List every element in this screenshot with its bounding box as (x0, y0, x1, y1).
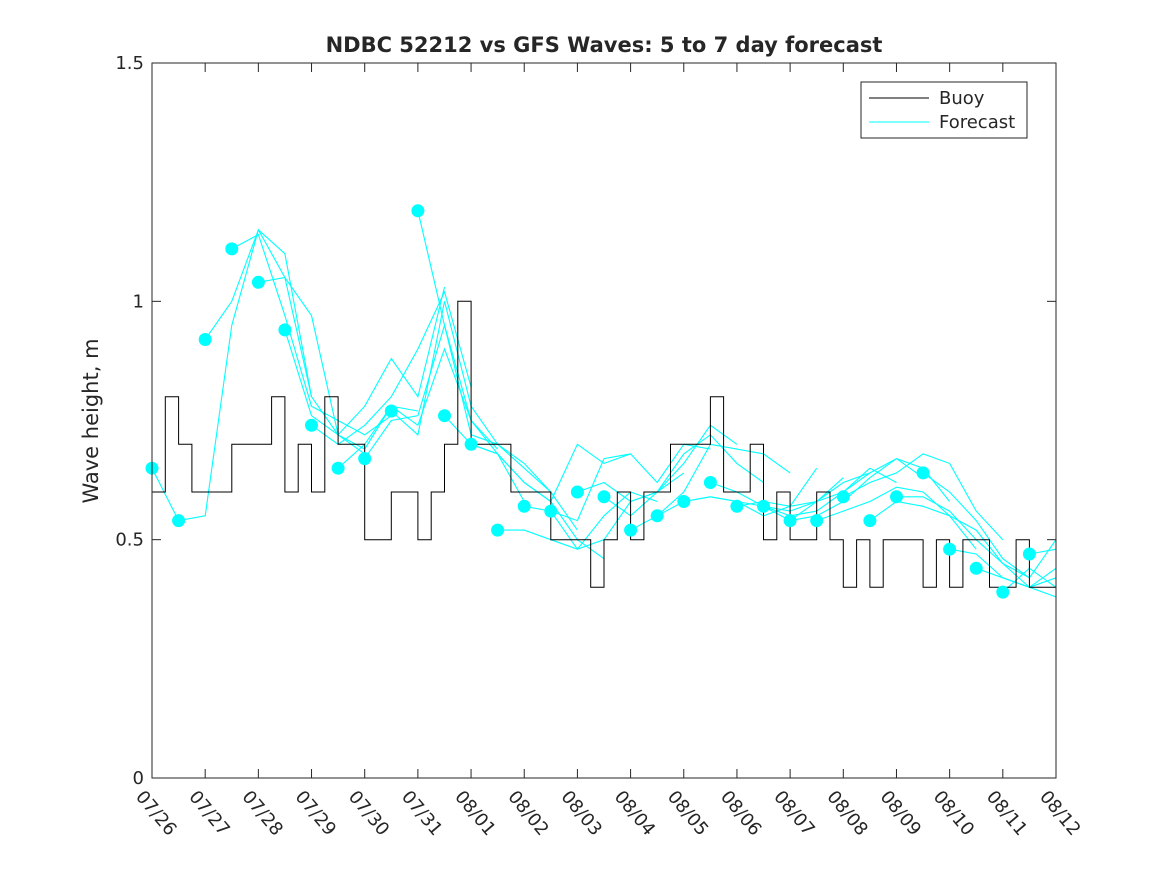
forecast-start-marker (225, 242, 239, 256)
forecast-start-marker (517, 499, 531, 513)
forecast-start-marker (570, 485, 584, 499)
forecast-start-marker (411, 204, 425, 218)
forecast-start-marker (783, 514, 797, 528)
forecast-start-marker (438, 409, 451, 423)
forecast-start-marker (278, 323, 292, 337)
forecast-start-marker (757, 499, 770, 513)
forecast-start-marker (943, 542, 957, 556)
forecast-start-marker (730, 499, 744, 513)
forecast-start-marker (703, 476, 717, 489)
legend-label-forecast: Forecast (939, 112, 1015, 133)
forecast-start-marker (491, 523, 505, 537)
y-tick-label: 0 (133, 768, 144, 789)
plot-area (145, 204, 1057, 599)
forecast-start-marker (863, 514, 877, 528)
forecast-start-marker (624, 523, 638, 537)
forecast-start-marker (1022, 547, 1036, 561)
forecast-start-marker (810, 514, 824, 528)
y-axis-label: Wave height, m (79, 338, 103, 503)
forecast-start-marker (464, 437, 478, 451)
forecast-start-marker (650, 509, 664, 523)
forecast-start-marker (890, 490, 903, 504)
forecast-start-marker (358, 452, 372, 466)
forecast-start-marker (836, 490, 850, 504)
legend-label-buoy: Buoy (939, 88, 985, 109)
forecast-start-marker (996, 585, 1010, 599)
forecast-start-marker (544, 504, 558, 518)
y-tick-label: 1.5 (115, 53, 144, 74)
forecast-start-marker (916, 466, 930, 480)
buoy-line (152, 300, 1057, 588)
forecast-start-marker (331, 461, 345, 475)
y-tick-label: 1 (133, 291, 144, 312)
chart-title: NDBC 52212 vs GFS Waves: 5 to 7 day fore… (326, 33, 883, 57)
axes-box (151, 62, 1057, 779)
forecast-line-26 (843, 453, 1004, 541)
forecast-start-marker (251, 275, 265, 289)
legend: Buoy Forecast (860, 81, 1028, 139)
forecast-start-marker (198, 333, 212, 346)
forecast-start-marker (597, 490, 611, 504)
legend-box (860, 81, 1028, 139)
forecast-start-marker (305, 418, 318, 432)
y-tick-label: 0.5 (115, 530, 144, 551)
forecast-start-marker (969, 561, 983, 575)
forecast-start-marker (172, 514, 186, 528)
forecast-start-marker (677, 495, 691, 508)
forecast-line-5 (284, 286, 446, 436)
forecast-line-3 (231, 233, 392, 436)
forecast-start-marker (384, 404, 398, 418)
